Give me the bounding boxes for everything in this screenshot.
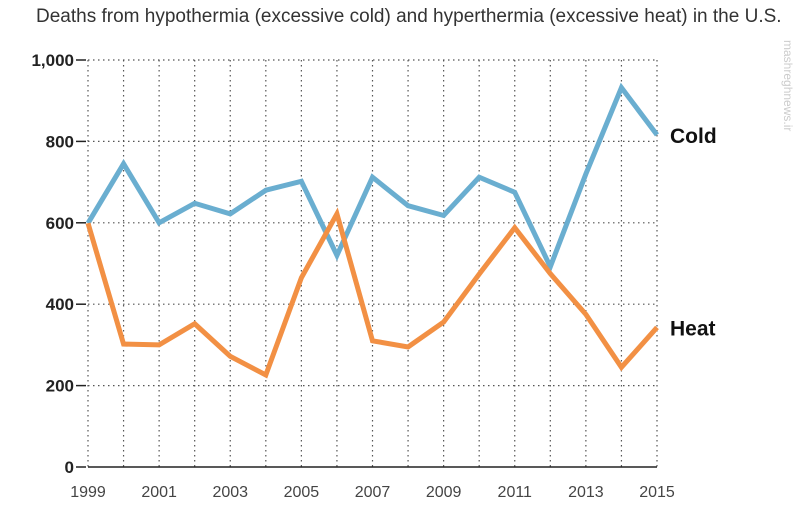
x-tick-label: 2005 [284,484,320,501]
chart-title: Deaths from hypothermia (excessive cold)… [36,6,782,27]
x-tick-label: 2013 [568,484,604,501]
y-tick-label: 200 [46,377,74,396]
y-tick-label: 600 [46,214,74,233]
x-tick-label: 1999 [70,484,106,501]
x-tick-label: 2009 [426,484,462,501]
x-tick-label: 2001 [141,484,177,501]
y-tick-label: 0 [65,458,74,477]
y-tick-label: 400 [46,295,74,314]
x-tick-label: 2011 [498,484,533,501]
y-tick-label: 800 [46,132,74,151]
x-tick-label: 2015 [639,484,675,501]
x-tick-label: 2007 [355,484,391,501]
y-tick-label: 1,000 [31,51,74,70]
watermark-text: mashreghnews.ir [781,40,795,131]
series-label-heat: Heat [670,317,716,340]
x-tick-label: 2003 [212,484,248,501]
series-label-cold: Cold [670,125,717,148]
